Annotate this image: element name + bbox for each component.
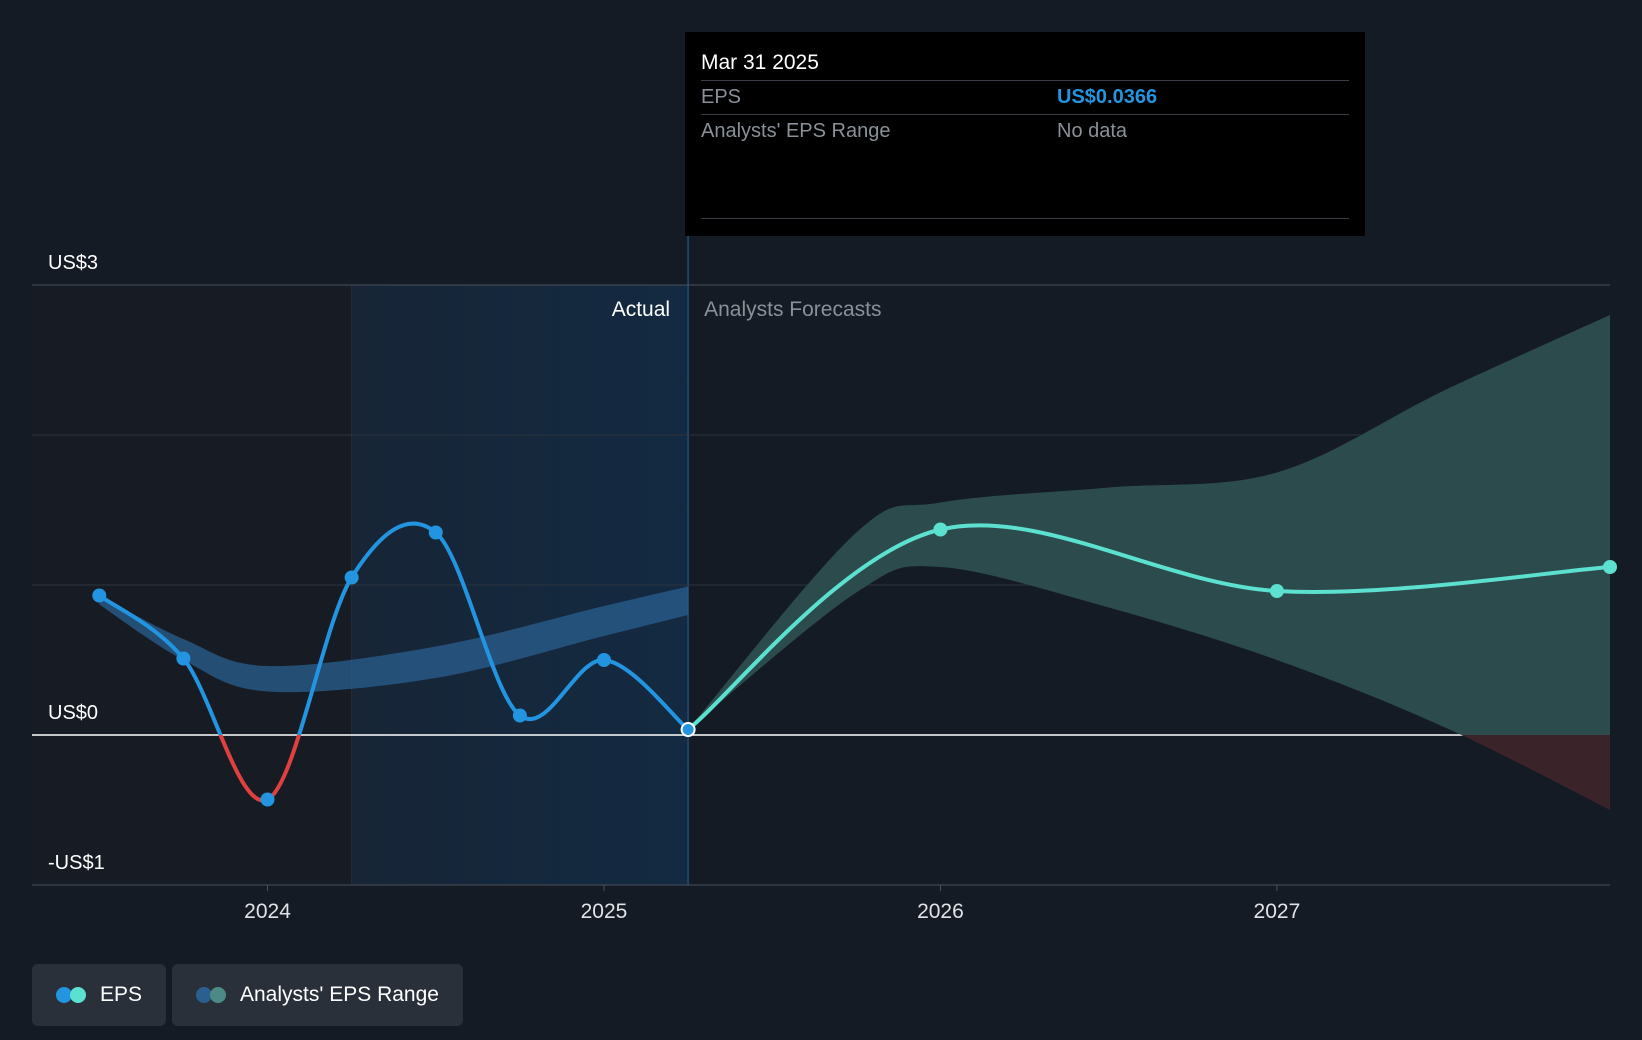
y-tick-label: US$0 [48,702,98,724]
eps-forecast-point [1269,584,1284,598]
eps-actual-line [97,521,691,735]
y-tick-label: US$3 [48,252,98,274]
legend-range-button[interactable]: Analysts' EPS Range [172,964,463,1026]
eps-actual-point [176,651,191,666]
eps-actual-point [512,708,527,723]
y-tick-label: -US$1 [48,852,105,874]
legend-eps-label: EPS [100,983,143,1006]
forecast-eps-range-band [688,315,1610,735]
eps-forecast-point [1603,560,1617,574]
tooltip-eps-value: US$0.0366 [1057,86,1158,108]
eps-actual-point [344,570,359,585]
tooltip-eps-label: EPS [701,86,742,108]
x-tick-label: 2025 [581,900,628,923]
legend-eps-button[interactable]: EPS [32,964,167,1026]
actual-section-label: Actual [612,298,670,321]
tooltip-divider [701,218,1349,219]
eps-actual-point [596,653,611,667]
x-tick-label: 2026 [917,900,964,923]
forecast-eps-range-band-negative [1461,735,1610,810]
eps-actual-point [92,588,107,603]
eps-forecast-point [933,522,948,537]
legend-range-label: Analysts' EPS Range [240,983,439,1006]
forecast-section-label: Analysts Forecasts [704,298,881,321]
tooltip-range-value: No data [1057,120,1128,142]
eps-forecast-line [686,523,1612,732]
eps-actual-point [260,792,275,807]
tooltip-range-label: Analysts' EPS Range [701,120,891,142]
tooltip-date: Mar 31 2025 [701,46,1349,81]
eps-actual-point [428,525,443,540]
tooltip-range-row: Analysts' EPS Range No data [701,115,1349,148]
eps-legend-icon [56,987,86,1003]
range-legend-icon [196,987,226,1003]
x-tick-label: 2024 [244,900,291,923]
hover-tooltip: Mar 31 2025 EPS US$0.0366 Analysts' EPS … [685,32,1365,236]
highlighted-point-core [682,724,694,736]
x-tick-label: 2027 [1254,900,1301,923]
tooltip-eps-row: EPS US$0.0366 [701,81,1349,115]
past-eps-range-band [99,586,689,693]
